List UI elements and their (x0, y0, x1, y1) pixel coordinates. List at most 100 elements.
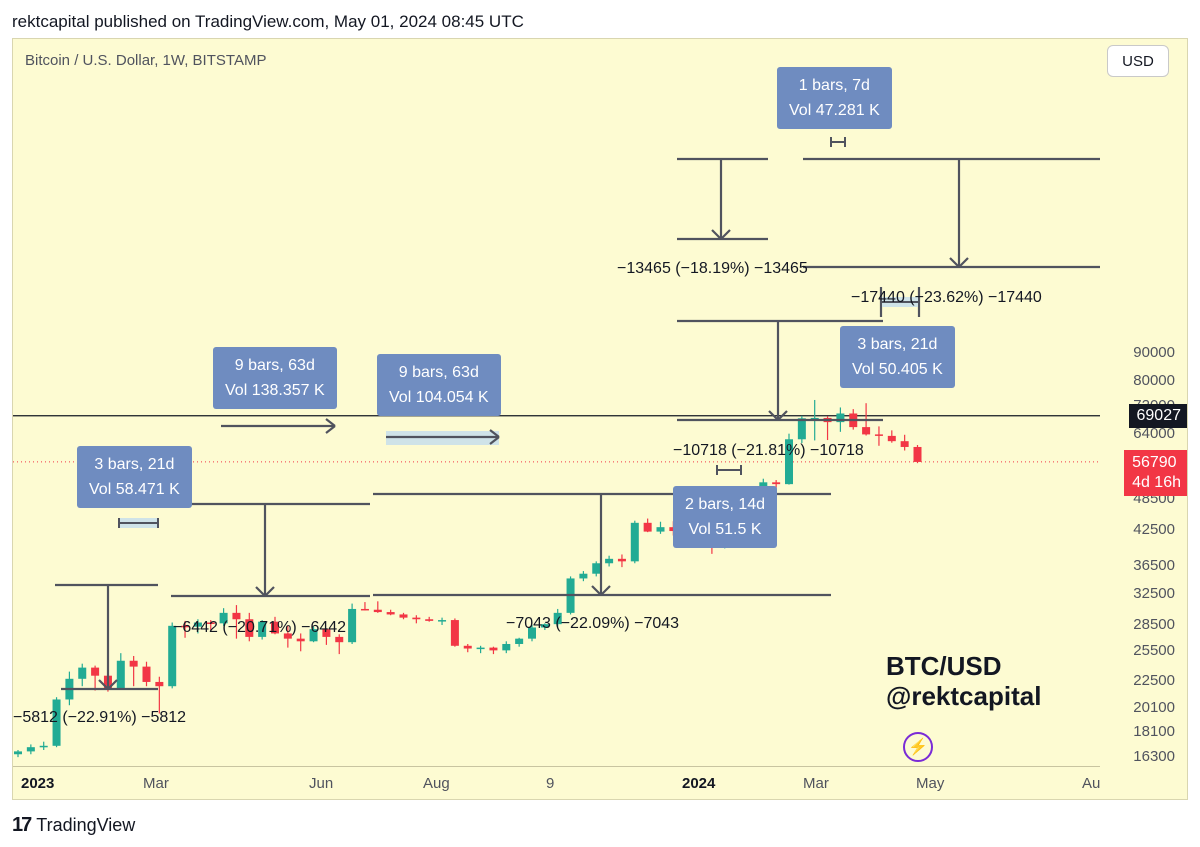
candle-body (78, 667, 87, 679)
drawdown-arrow-head (711, 229, 722, 240)
watermark-text: BTC/USD @rektcapital (886, 651, 1041, 711)
drawdown-arrow-head (600, 585, 611, 596)
time-tick: Mar (143, 775, 169, 792)
candle-body (206, 622, 215, 625)
candle-body (193, 622, 202, 627)
candle-body (425, 619, 434, 621)
drawdown-arrow-head (98, 679, 109, 690)
time-tick: Mar (803, 775, 829, 792)
range-box-6: 3 bars, 21d Vol 50.405 K (840, 326, 955, 388)
candle-body (502, 643, 511, 651)
drawdown-arrow-head (255, 586, 266, 597)
candle-body (245, 619, 254, 637)
candle-body (283, 633, 292, 639)
drawdown-arrow-head (768, 410, 779, 421)
range-box-4: 2 bars, 14d Vol 51.5 K (673, 486, 778, 548)
candle-body (874, 434, 883, 436)
candle-body (810, 417, 819, 420)
candle-body (335, 636, 344, 643)
candle-body (643, 522, 652, 532)
date-range-3-head (489, 436, 500, 445)
drawdown-arrow-head (777, 410, 788, 421)
candle-body (399, 614, 408, 618)
footer-brand[interactable]: 17 TradingView (12, 814, 135, 837)
candle-body (630, 522, 639, 562)
candle-body (258, 621, 267, 637)
candle-body (412, 617, 421, 620)
drawdown-label: −17440 (−23.62%) −17440 (851, 289, 1042, 306)
currency-button[interactable]: USD (1107, 45, 1169, 77)
candle-body (181, 625, 190, 628)
price-tick: 80000 (1133, 371, 1175, 389)
candle-body (862, 427, 871, 435)
range-box-5: 1 bars, 7d Vol 47.281 K (777, 67, 892, 129)
range-box-bars: 2 bars, 14d (685, 496, 766, 513)
candle-body (450, 620, 459, 646)
candle-body (528, 627, 536, 639)
time-tick: 9 (546, 775, 555, 792)
candle-body (605, 558, 614, 564)
watermark-pair: BTC/USD (886, 651, 1002, 681)
candle-body (219, 612, 228, 624)
candle-body (463, 645, 472, 649)
drawdown-label: −7043 (−22.09%) −7043 (506, 615, 680, 632)
date-range-2-head (325, 418, 336, 427)
candle-body (836, 413, 845, 423)
candle-body (785, 439, 793, 485)
range-box-2: 9 bars, 63d Vol 138.357 K (213, 347, 337, 409)
range-box-vol: Vol 51.5 K (688, 521, 762, 538)
plot-area[interactable]: Bitcoin / U.S. Dollar, 1W, BITSTAMP 3 ba… (13, 39, 1100, 766)
candlestick-chart[interactable] (13, 39, 1100, 766)
candle-body (52, 699, 61, 746)
price-tick: 90000 (1133, 344, 1175, 362)
candle-body (438, 620, 447, 622)
range-box-bars: 1 bars, 7d (798, 77, 870, 94)
candle-body (617, 558, 626, 562)
price-tick: 25500 (1133, 642, 1175, 660)
candle-body (129, 660, 138, 667)
price-tick: 20100 (1133, 698, 1175, 716)
drawdown-arrow-head (591, 585, 602, 596)
time-tick: 2024 (682, 775, 716, 792)
price-tag-69027: 69027 (1128, 403, 1187, 428)
candle-body (155, 681, 164, 687)
drawdown-label: −10718 (−21.81%) −10718 (673, 442, 864, 459)
price-tick: 36500 (1133, 557, 1175, 575)
time-axis[interactable]: 2023 Mar Jun Aug 9 2024 Mar May Au (13, 766, 1101, 799)
range-box-1: 3 bars, 21d Vol 58.471 K (77, 446, 192, 508)
candle-body (116, 660, 125, 689)
candle-body (348, 608, 357, 643)
lightning-icon[interactable]: ⚡ (903, 732, 933, 762)
candle-body (553, 612, 562, 625)
drawdown-arrow-head (958, 257, 969, 268)
bar-countdown: 4d 16h (1132, 473, 1181, 491)
range-box-3: 9 bars, 63d Vol 104.054 K (377, 354, 501, 416)
date-range-3-head (489, 429, 500, 438)
price-tick: 32500 (1133, 584, 1175, 602)
range-box-vol: Vol 47.281 K (789, 102, 880, 119)
range-box-vol: Vol 50.405 K (852, 361, 943, 378)
range-box-vol: Vol 104.054 K (389, 389, 489, 406)
symbol-title: Bitcoin / U.S. Dollar, 1W, BITSTAMP (25, 52, 267, 69)
candle-body (772, 482, 781, 485)
candle-body (476, 647, 485, 650)
chart-pane[interactable]: Bitcoin / U.S. Dollar, 1W, BITSTAMP 3 ba… (12, 38, 1188, 800)
candle-body (91, 667, 100, 676)
price-scale[interactable]: 9000080000720006400048500425003650032500… (1100, 39, 1187, 799)
range-box-bars: 9 bars, 63d (398, 364, 479, 381)
range-box-bars: 3 bars, 21d (857, 336, 938, 353)
candle-body (386, 612, 395, 615)
candle-body (656, 527, 665, 532)
candle-body (309, 629, 318, 642)
candle-body (913, 446, 922, 462)
time-tick: Au (1082, 775, 1101, 792)
candle-body (271, 621, 279, 634)
drawdown-arrow-head (720, 229, 731, 240)
published-line: rektcapital published on TradingView.com… (12, 12, 524, 31)
time-tick: Jun (309, 775, 334, 792)
candle-body (39, 745, 48, 748)
candle-body (900, 441, 909, 447)
candle-body (168, 625, 177, 687)
last-price-tag: 56790 4d 16h (1124, 449, 1187, 496)
candle-body (515, 638, 524, 644)
